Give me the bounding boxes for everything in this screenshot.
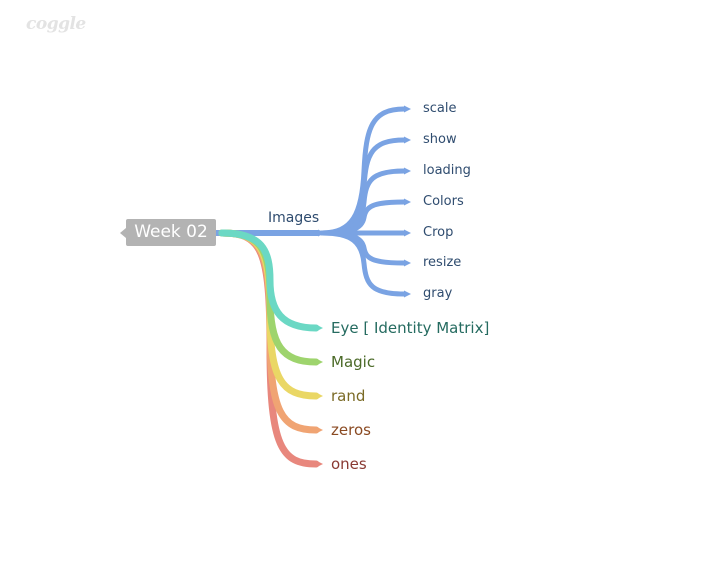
node-rand[interactable]: rand <box>331 387 366 405</box>
node-scale[interactable]: scale <box>423 101 457 116</box>
branch-tip-crop <box>404 229 411 237</box>
node-magic[interactable]: Magic <box>331 353 376 371</box>
branch-tip-colors <box>404 198 411 206</box>
node-gray[interactable]: gray <box>423 286 453 301</box>
branch-lower-tip-3 <box>316 426 323 434</box>
branch-tip-show <box>404 136 411 144</box>
branch-gray <box>319 230 407 297</box>
node-crop[interactable]: Crop <box>423 225 454 240</box>
node-resize[interactable]: resize <box>423 255 462 270</box>
branch-tip-gray <box>404 290 411 298</box>
branch-lower-tip-1 <box>316 358 323 366</box>
node-eye-identity-matrix[interactable]: Eye [ Identity Matrix] <box>331 319 490 337</box>
branch-tip-scale <box>404 105 411 113</box>
images-node-label[interactable]: Images <box>268 210 320 226</box>
branch-tip-loading <box>404 167 411 175</box>
branch-lower-tip-0 <box>316 324 323 332</box>
node-show[interactable]: show <box>423 132 457 147</box>
node-colors[interactable]: Colors <box>423 194 464 209</box>
node-loading[interactable]: loading <box>423 163 471 178</box>
root-node[interactable]: Week 02 <box>126 219 216 246</box>
branch-tip-resize <box>404 259 411 267</box>
branch-lines <box>213 105 411 468</box>
branch-lower-tip-4 <box>316 460 323 468</box>
coggle-logo: coggle <box>26 14 86 34</box>
node-ones[interactable]: ones <box>331 455 367 473</box>
branch-lower-tip-2 <box>316 392 323 400</box>
node-zeros[interactable]: zeros <box>331 421 371 439</box>
root-node-tip <box>120 228 126 238</box>
branch-lower-0 <box>218 229 320 332</box>
